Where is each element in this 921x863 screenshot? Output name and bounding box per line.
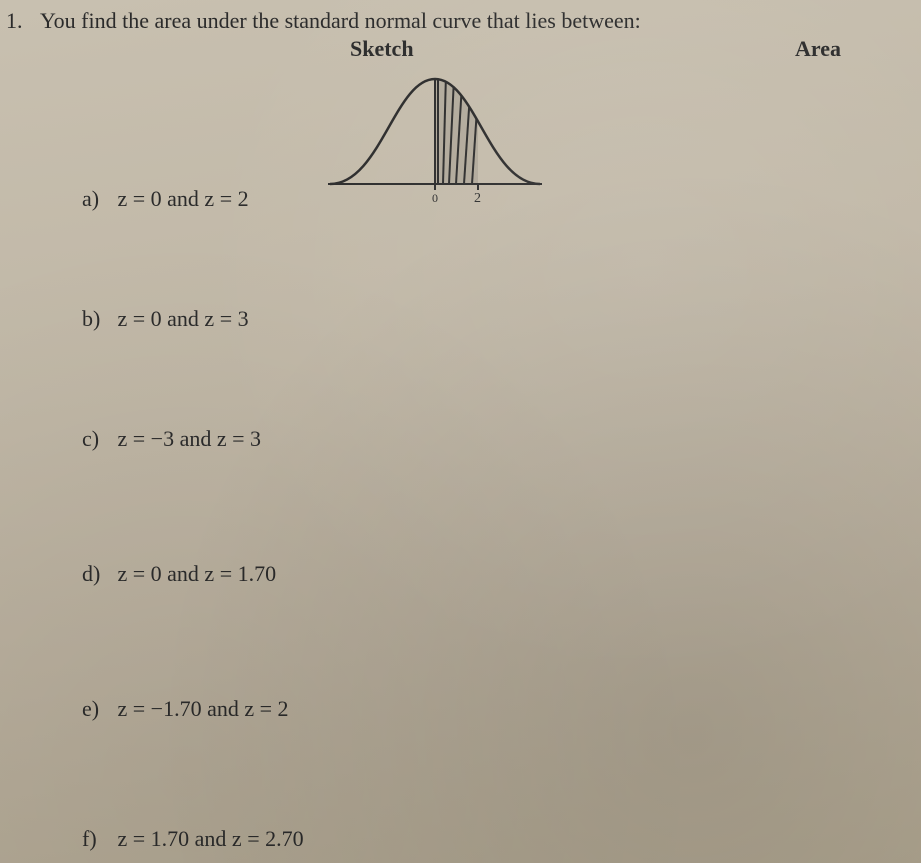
item-text: z = −1.70 and z = 2 [118, 696, 289, 721]
tick-label-0: 0 [432, 191, 438, 205]
question-number: 1. [6, 8, 23, 34]
column-header-sketch: Sketch [350, 36, 414, 62]
worksheet-page: 1. You find the area under the standard … [0, 0, 921, 863]
item-d: d) z = 0 and z = 1.70 [82, 561, 276, 587]
item-c: c) z = −3 and z = 3 [82, 426, 261, 452]
item-text: z = 1.70 and z = 2.70 [118, 826, 304, 851]
item-text: z = 0 and z = 2 [118, 186, 249, 211]
item-text: z = 0 and z = 3 [118, 306, 249, 331]
column-header-area: Area [795, 36, 841, 62]
item-letter: f) [82, 826, 112, 852]
item-text: z = −3 and z = 3 [118, 426, 262, 451]
item-letter: d) [82, 561, 112, 587]
item-e: e) z = −1.70 and z = 2 [82, 696, 289, 722]
item-f: f) z = 1.70 and z = 2.70 [82, 826, 304, 852]
item-a: a) z = 0 and z = 2 [82, 186, 249, 212]
item-text: z = 0 and z = 1.70 [118, 561, 277, 586]
question-prompt: You find the area under the standard nor… [40, 8, 641, 34]
item-letter: b) [82, 306, 112, 332]
normal-curve-sketch: 0 2 [320, 64, 550, 204]
item-letter: e) [82, 696, 112, 722]
tick-label-2: 2 [474, 191, 481, 206]
item-letter: a) [82, 186, 112, 212]
shaded-region [435, 64, 478, 184]
item-letter: c) [82, 426, 112, 452]
item-b: b) z = 0 and z = 3 [82, 306, 249, 332]
normal-curve-svg: 0 2 [320, 64, 550, 214]
